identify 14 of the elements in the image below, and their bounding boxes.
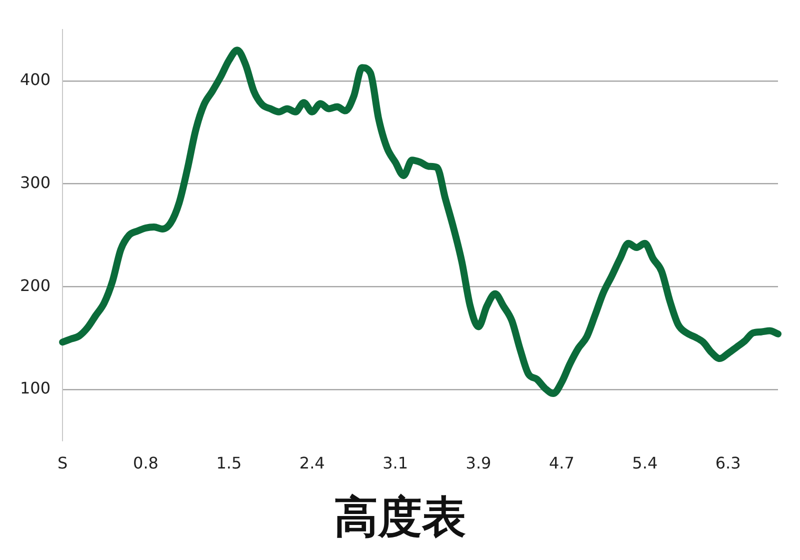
y-tick-label: 100 [20,378,51,398]
x-tick-label: 5.4 [632,454,658,473]
x-tick-label: S [57,454,68,473]
x-tick-label: 0.8 [133,454,158,473]
x-tick-label: 4.7 [548,454,574,473]
x-tick-label: 6.3 [715,454,741,473]
x-tick-label: 3.9 [466,454,492,473]
x-tick-label: 2.4 [299,454,325,473]
x-tick-label: 3.1 [382,454,408,473]
y-tick-label: 300 [20,172,51,192]
y-tick-label: 200 [20,276,51,295]
text: 高度表 [333,491,467,545]
x-tick-label: 1.5 [216,454,242,473]
y-tick-label: 400 [20,70,51,90]
